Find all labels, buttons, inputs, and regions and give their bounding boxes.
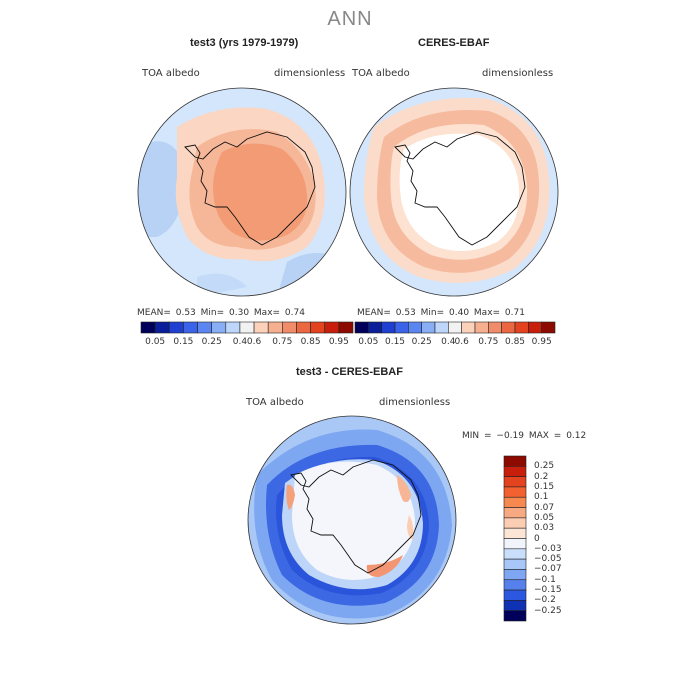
colorbar-tick-label: 0.15	[384, 337, 406, 347]
colorbar-swatch	[503, 507, 527, 519]
panel2-title: CERES-EBAF	[418, 37, 490, 49]
colorbar-tick-label: 0.4	[232, 337, 248, 347]
colorbar-swatch	[338, 321, 354, 334]
panel3-variable-label: TOA albedo	[246, 397, 304, 408]
panel2-stats: MEAN= 0.53 Min= 0.40 Max= 0.71	[357, 308, 525, 318]
colorbar-swatch	[503, 486, 527, 498]
colorbar-swatch	[514, 321, 529, 334]
colorbar-tick-label: 0.1	[534, 492, 549, 503]
colorbar-tick-label: 0.15	[534, 481, 555, 492]
colorbar-swatch	[541, 321, 556, 334]
panel1-stats: MEAN= 0.53 Min= 0.30 Max= 0.74	[137, 308, 305, 318]
colorbar-swatch	[503, 610, 527, 622]
colorbar-tick-label: 0	[534, 533, 540, 544]
colorbar-swatch	[503, 600, 527, 611]
colorbar-swatch	[503, 589, 527, 601]
colorbar-swatch	[503, 496, 527, 508]
colorbar-tick-label: 0.4	[441, 337, 456, 347]
colorbar-swatch	[503, 527, 527, 539]
colorbar-swatch	[154, 321, 170, 334]
colorbar-tick-label: −0.03	[534, 543, 562, 554]
colorbar-swatch	[239, 321, 255, 334]
colorbar-swatch	[503, 517, 527, 529]
colorbar-swatch	[368, 321, 382, 334]
colorbar-tick-label: 0.85	[504, 337, 526, 347]
colorbar-tick-label: −0.2	[534, 595, 556, 606]
colorbar-swatch	[140, 321, 156, 334]
colorbar-tick-label: 0.2	[534, 471, 549, 482]
colorbar-tick-label: 0.05	[145, 337, 166, 347]
colorbar-swatch	[503, 476, 527, 488]
colorbar-tick-label: 0.05	[358, 337, 379, 347]
colorbar-swatch	[296, 321, 311, 334]
panel2-colorbar-ticks: 0.05 0.15 0.25 0.4 0.6 0.75 0.85 0.95	[355, 337, 555, 349]
colorbar-tick-label: 0.75	[478, 337, 499, 347]
colorbar-swatch	[408, 321, 422, 334]
panel1-variable-label: TOA albedo	[142, 68, 200, 79]
colorbar-swatch	[381, 321, 396, 334]
colorbar-swatch	[503, 455, 527, 467]
panel2-variable-label: TOA albedo	[352, 68, 410, 79]
colorbar-swatch	[461, 321, 476, 334]
panel1-polar-map	[137, 87, 347, 297]
colorbar-swatch	[211, 321, 227, 334]
panel3-polar-map	[247, 415, 457, 625]
panel3-title: test3 - CERES-EBAF	[296, 366, 403, 378]
colorbar-swatch	[310, 321, 326, 334]
panel3-colorbar-ticks: 0.25 0.2 0.15 0.1 0.07 0.05 0.03 0 −0.03 −0.05 −0.…	[534, 456, 594, 621]
colorbar-tick-label: 0.6	[454, 337, 469, 347]
colorbar-tick-label: 0.03	[534, 523, 555, 534]
colorbar-tick-label: 0.6	[246, 337, 262, 347]
panel3-units-label: dimensionless	[379, 397, 451, 408]
colorbar-swatch	[503, 466, 527, 477]
colorbar-tick-label: 0.85	[300, 337, 321, 347]
colorbar-tick-label: −0.05	[534, 554, 562, 565]
colorbar-tick-label: 0.25	[411, 337, 432, 347]
panel3-colorbar	[503, 455, 527, 622]
colorbar-tick-label: 0.25	[201, 337, 222, 347]
colorbar-tick-label: −0.25	[534, 605, 562, 616]
colorbar-swatch	[282, 321, 297, 334]
panel2-polar-map	[349, 87, 559, 297]
panel1-units-label: dimensionless	[274, 68, 346, 79]
colorbar-swatch	[528, 321, 542, 334]
colorbar-tick-label: −0.07	[534, 564, 562, 575]
panel1-colorbar	[140, 321, 354, 334]
colorbar-tick-label: 0.15	[173, 337, 194, 347]
colorbar-swatch	[503, 558, 527, 570]
colorbar-tick-label: 0.95	[328, 337, 349, 347]
colorbar-swatch	[501, 321, 516, 334]
panel2-colorbar	[354, 321, 556, 334]
colorbar-swatch	[197, 321, 212, 334]
colorbar-swatch	[503, 548, 527, 560]
panel1-colorbar-ticks: 0.05 0.15 0.25 0.4 0.6 0.75 0.85 0.95	[141, 337, 353, 349]
colorbar-swatch	[168, 321, 184, 334]
colorbar-tick-label: 0.05	[534, 512, 555, 523]
colorbar-tick-label: 0.07	[534, 502, 555, 513]
colorbar-tick-label: −0.15	[534, 585, 562, 596]
colorbar-swatch	[488, 321, 502, 334]
colorbar-swatch	[253, 321, 269, 334]
colorbar-swatch	[421, 321, 436, 334]
colorbar-swatch	[474, 321, 489, 334]
colorbar-swatch	[503, 569, 527, 581]
colorbar-tick-label: 0.75	[272, 337, 293, 347]
panel1-title: test3 (yrs 1979-1979)	[190, 37, 299, 49]
colorbar-swatch	[324, 321, 340, 334]
colorbar-swatch	[503, 579, 527, 591]
colorbar-swatch	[448, 321, 462, 334]
figure-title: ANN	[327, 8, 373, 30]
colorbar-swatch	[225, 321, 241, 334]
colorbar-swatch	[503, 538, 527, 550]
colorbar-swatch	[394, 321, 409, 334]
colorbar-swatch	[354, 321, 369, 334]
colorbar-tick-label: 0.95	[531, 337, 552, 347]
colorbar-tick-label: 0.25	[534, 461, 555, 472]
colorbar-swatch	[434, 321, 449, 334]
colorbar-swatch	[183, 321, 198, 334]
colorbar-swatch	[267, 321, 283, 334]
colorbar-tick-label: −0.1	[534, 574, 556, 585]
panel2-units-label: dimensionless	[482, 68, 554, 79]
panel3-stats: MIN = −0.19 MAX = 0.12	[462, 431, 587, 441]
